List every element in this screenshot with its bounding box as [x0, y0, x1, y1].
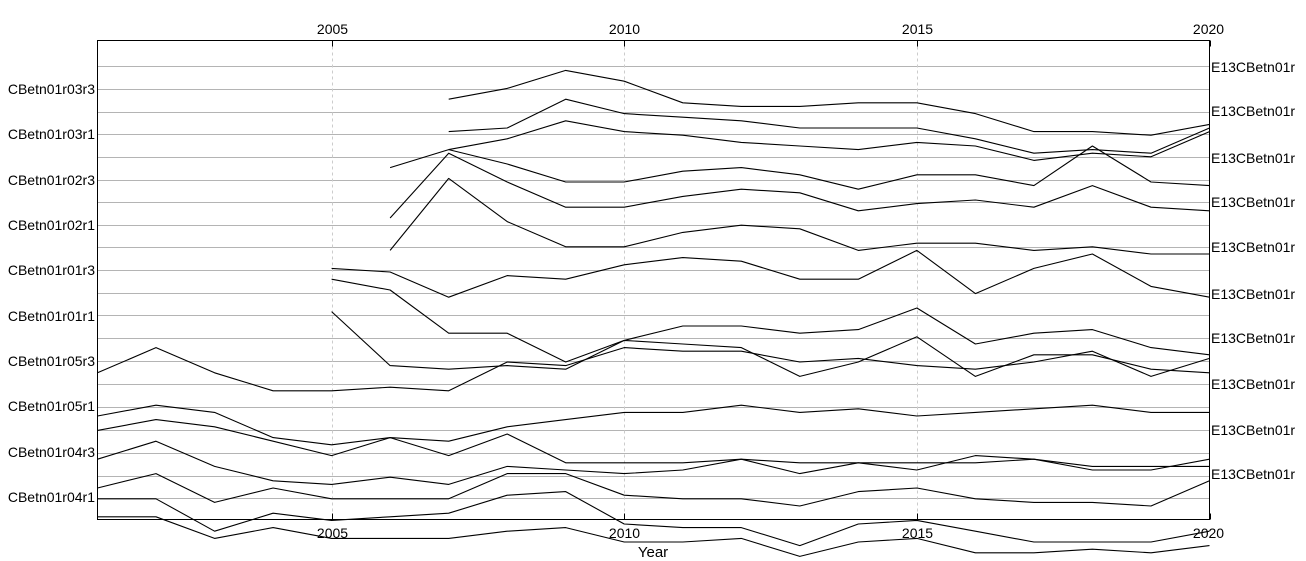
- series-line-14: [97, 473, 1210, 507]
- series-line-5: [389, 152, 1210, 219]
- series-lines: [97, 69, 1210, 557]
- series-label-left-4: CBetn01r02r1: [8, 217, 95, 233]
- series-label-left-3: CBetn01r02r3: [8, 172, 95, 188]
- series-line-6: [389, 177, 1210, 255]
- series-line-16: [97, 516, 1210, 557]
- series-line-2: [448, 98, 1210, 154]
- series-label-right-3: E13CBetn01r: [1211, 150, 1295, 166]
- series-line-12: [97, 419, 1210, 467]
- x-tick-label-bottom-2015: 2015: [902, 525, 933, 541]
- series-label-right-10: E13CBetn01r: [1211, 466, 1295, 482]
- x-tick-label-top-2015: 2015: [902, 21, 933, 37]
- series-label-left-1: CBetn01r03r3: [8, 81, 95, 97]
- series-label-right-2: E13CBetn01r: [1211, 103, 1295, 119]
- series-label-left-6: CBetn01r01r1: [8, 308, 95, 324]
- series-label-right-4: E13CBetn01r: [1211, 194, 1295, 210]
- series-label-right-5: E13CBetn01r: [1211, 239, 1295, 255]
- series-label-left-5: CBetn01r01r3: [8, 262, 95, 278]
- series-label-right-6: E13CBetn01r: [1211, 286, 1295, 302]
- series-line-3: [448, 120, 1210, 161]
- series-label-left-8: CBetn01r05r1: [8, 398, 95, 414]
- series-line-10: [97, 347, 1210, 392]
- x-tick-label-bottom-2010: 2010: [609, 525, 640, 541]
- series-label-right-9: E13CBetn01r: [1211, 422, 1295, 438]
- series-line-8: [331, 278, 1210, 363]
- horizontal-gridlines: [97, 66, 1210, 499]
- series-line-1: [448, 69, 1210, 136]
- series-line-15: [97, 491, 1210, 547]
- x-tick-label-bottom-2020: 2020: [1193, 525, 1224, 541]
- x-tick-label-top-2005: 2005: [317, 21, 348, 37]
- right-series-labels: E13CBetn01r E13CBetn01r E13CBetn01r E13CBet…: [1211, 59, 1295, 482]
- plot-frame: [97, 40, 1210, 520]
- x-axis-title: Year: [638, 544, 668, 561]
- series-label-left-2: CBetn01r03r1: [8, 126, 95, 142]
- series-line-7: [331, 249, 1210, 298]
- left-series-labels: CBetn01r03r3 CBetn01r03r1 CBetn01r02r3 CBet…: [8, 81, 95, 505]
- x-tick-label-top-2020: 2020: [1193, 21, 1224, 37]
- series-label-left-7: CBetn01r05r3: [8, 353, 95, 369]
- vertical-gridlines: [332, 40, 918, 520]
- series-line-4: [389, 145, 1210, 190]
- series-line-9: [331, 311, 1210, 377]
- series-label-right-1: E13CBetn01r: [1211, 59, 1295, 75]
- x-tick-label-bottom-2005: 2005: [317, 525, 348, 541]
- series-line-13: [97, 440, 1210, 485]
- x-tick-label-top-2010: 2010: [609, 21, 640, 37]
- series-label-left-9: CBetn01r04r3: [8, 444, 95, 460]
- series-line-11: [97, 404, 1210, 446]
- axis-ticks: 2005 2005 2010 2010 2015 2015 2020 2020: [317, 21, 1224, 541]
- series-label-right-8: E13CBetn01r: [1211, 376, 1295, 392]
- series-label-left-10: CBetn01r04r1: [8, 489, 95, 505]
- series-label-right-7: E13CBetn01r: [1211, 330, 1295, 346]
